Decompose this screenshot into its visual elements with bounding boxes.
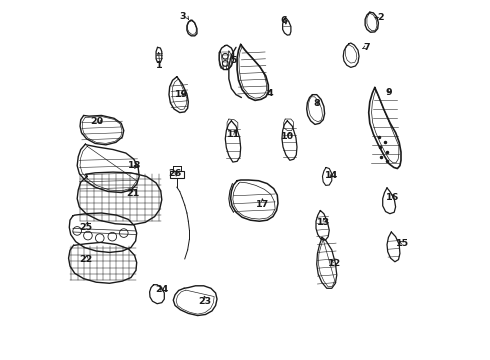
Text: 24: 24 [155,285,169,294]
Text: 11: 11 [227,130,240,139]
Text: 15: 15 [395,239,409,248]
Text: 20: 20 [91,117,104,126]
Text: 2: 2 [377,13,384,22]
Text: 8: 8 [313,99,320,108]
Text: 17: 17 [256,200,269,209]
Text: 13: 13 [318,218,330,227]
Text: 21: 21 [126,189,140,198]
Text: 18: 18 [128,161,141,170]
Text: 12: 12 [328,259,341,268]
Text: 4: 4 [266,89,273,98]
Text: 19: 19 [174,90,188,99]
Text: 26: 26 [169,169,182,178]
Text: 10: 10 [281,132,294,141]
Text: 25: 25 [79,223,92,232]
Text: 6: 6 [280,16,287,25]
Text: 5: 5 [230,57,237,66]
Text: 3: 3 [179,12,186,21]
Text: 14: 14 [324,171,338,180]
Text: 7: 7 [363,43,369,52]
Text: 16: 16 [386,193,399,202]
Text: 22: 22 [79,255,92,264]
Text: 23: 23 [198,297,211,306]
Text: 1: 1 [156,62,163,71]
Text: 9: 9 [385,87,392,96]
